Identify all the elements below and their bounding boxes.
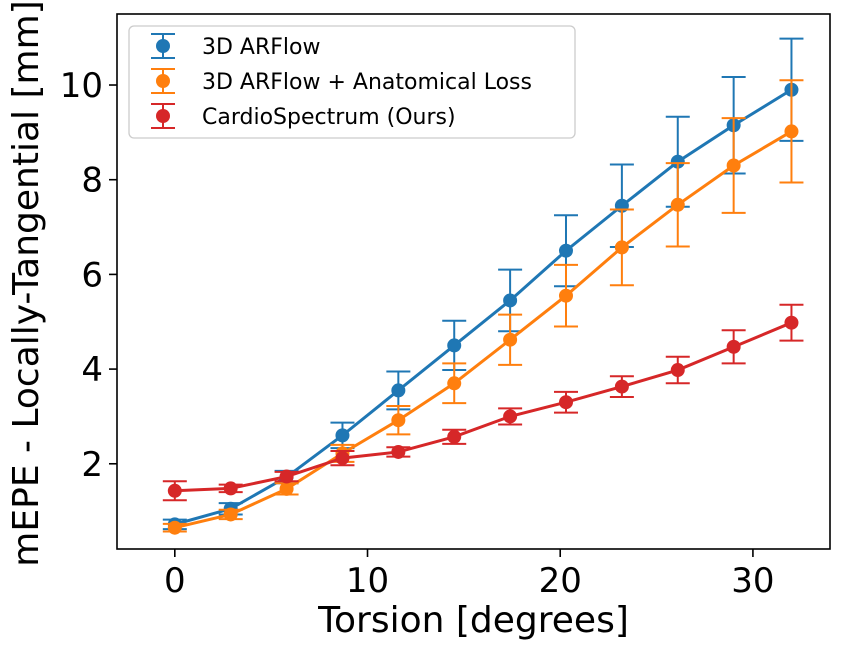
y-tick-label: 6 [81,255,103,295]
series-1 [162,79,804,535]
legend-marker [156,74,170,88]
data-point [167,520,182,535]
data-point [558,243,573,258]
data-point [726,339,741,354]
data-point [223,507,238,522]
legend-label: 3D ARFlow + Anatomical Loss [202,70,532,95]
data-point [391,383,406,398]
data-point [726,158,741,173]
data-point [670,363,685,378]
legend-item: CardioSpectrum (Ours) [151,103,456,130]
series-2 [162,303,804,502]
chart-marks [162,37,804,535]
data-point [335,428,350,443]
series-line [174,88,793,526]
x-tick-label: 10 [346,561,389,601]
data-point [503,293,518,308]
data-point [784,124,799,139]
x-axis-label: Torsion [degrees] [317,600,629,641]
data-point [391,413,406,428]
legend-box [128,25,576,139]
y-axis: 2 4 6 8 10 [60,66,117,485]
y-tick-label: 2 [81,445,103,485]
legend: 3D ARFlow 3D ARFlow + Anatomical Loss Card… [128,25,576,139]
data-point [447,338,462,353]
x-tick-label: 30 [731,561,774,601]
legend-marker [156,109,170,123]
data-point [447,429,462,444]
y-tick-label: 8 [81,161,103,201]
x-tick-label: 20 [539,561,582,601]
data-point [279,481,294,496]
data-point [784,315,799,330]
y-tick-label: 10 [60,66,103,106]
y-axis-label: mEPE - Locally-Tangential [mm] [6,0,47,566]
data-point [503,332,518,347]
legend-item: 3D ARFlow [151,33,321,60]
legend-marker [156,39,170,53]
legend-label: 3D ARFlow [202,35,321,60]
data-point [223,481,238,496]
data-point [167,483,182,498]
y-tick-label: 4 [81,350,103,390]
x-axis: 0 10 20 30 [164,549,775,601]
data-point [279,469,294,484]
legend-label: CardioSpectrum (Ours) [202,105,456,130]
plot-frame [116,13,831,550]
data-point [391,444,406,459]
data-point [558,395,573,410]
series-line [174,321,793,493]
data-point [447,376,462,391]
legend-item: 3D ARFlow + Anatomical Loss [151,68,532,95]
series-line [174,130,793,530]
data-point [335,451,350,466]
data-point [558,288,573,303]
data-point [614,379,629,394]
data-point [503,409,518,424]
x-tick-label: 0 [164,561,186,601]
data-point [670,197,685,212]
data-point [670,154,685,169]
data-point [614,240,629,255]
